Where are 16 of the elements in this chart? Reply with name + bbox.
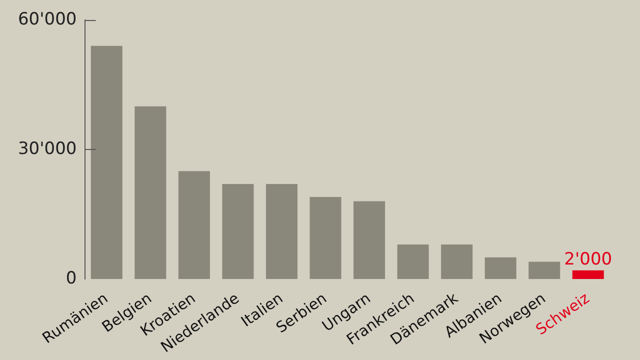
bar [310, 196, 342, 279]
bar [222, 184, 254, 279]
bar [572, 270, 604, 279]
bar [178, 171, 210, 279]
data-label: 2'000 [564, 249, 612, 270]
bar [528, 262, 560, 279]
bar [441, 244, 473, 279]
y-tick-label: 30'000 [18, 138, 77, 159]
bar [354, 201, 386, 279]
y-tick-label: 0 [66, 268, 77, 288]
bar [484, 257, 516, 279]
bar [134, 106, 166, 279]
y-tick-label: 60'000 [18, 9, 77, 30]
bar [397, 244, 429, 279]
bar [266, 184, 298, 279]
bar [90, 46, 122, 279]
